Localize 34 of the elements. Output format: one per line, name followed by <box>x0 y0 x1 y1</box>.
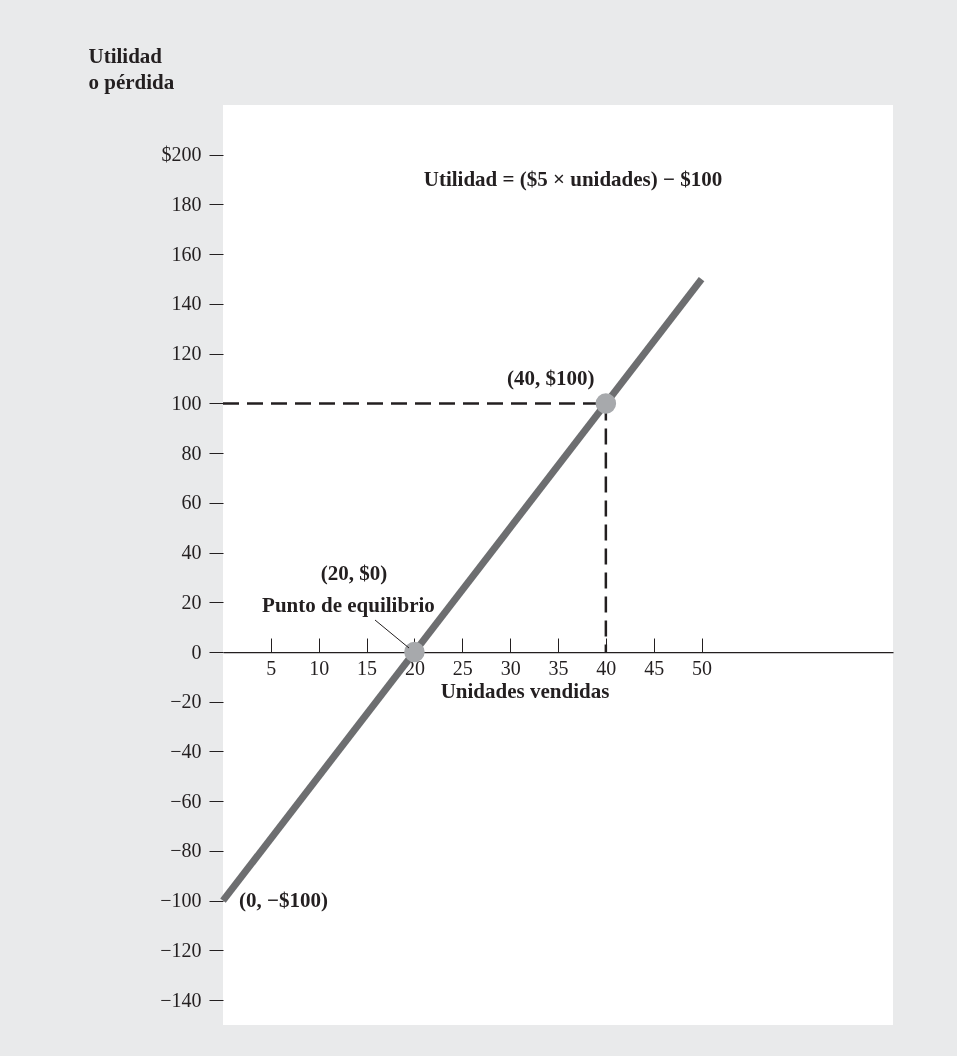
y-tick-label: −20 <box>170 690 202 713</box>
y-tick-label: −140 <box>160 988 202 1011</box>
y-axis-title: Utilidad o pérdida <box>88 43 175 94</box>
annotation: Utilidad = ($5 × unidades) − $100 <box>423 167 723 191</box>
x-tick-label: 40 <box>596 656 617 679</box>
y-tick-label: 0 <box>191 640 202 663</box>
y-tick-label: 120 <box>171 342 202 365</box>
annotation: (20, $0) <box>320 561 388 585</box>
y-tick-label: $200 <box>161 143 202 166</box>
x-axis-title: Unidades vendidas <box>440 678 610 703</box>
annotation: (0, −$100) <box>239 887 328 912</box>
x-tick-label: 15 <box>357 656 378 679</box>
y-tick-label: 80 <box>181 441 202 464</box>
x-tick-label: 35 <box>548 656 569 679</box>
x-tick-label: 30 <box>500 656 521 679</box>
y-tick-label: 180 <box>171 192 202 215</box>
y-tick-label: 160 <box>171 242 202 265</box>
annotation: (40, $100) <box>507 366 595 391</box>
x-tick-label: 5 <box>266 656 277 679</box>
y-tick-label: −120 <box>160 938 202 961</box>
x-tick-label: 50 <box>692 656 713 679</box>
y-tick-label: 40 <box>181 541 202 564</box>
x-tick-label: 25 <box>452 656 473 679</box>
y-tick-label: −40 <box>170 739 202 762</box>
y-tick-label: −60 <box>170 789 202 812</box>
x-tick-label: 45 <box>644 656 665 679</box>
y-tick-label: 100 <box>171 391 202 414</box>
y-tick-label: −100 <box>160 889 202 912</box>
annotation: Punto de equilibrio <box>262 593 435 618</box>
y-tick-label: 140 <box>171 292 202 315</box>
x-tick-label: 10 <box>309 656 330 679</box>
y-tick-label: 60 <box>181 491 202 514</box>
y-tick-label: 20 <box>181 590 202 613</box>
y-tick-label: −80 <box>170 839 202 862</box>
